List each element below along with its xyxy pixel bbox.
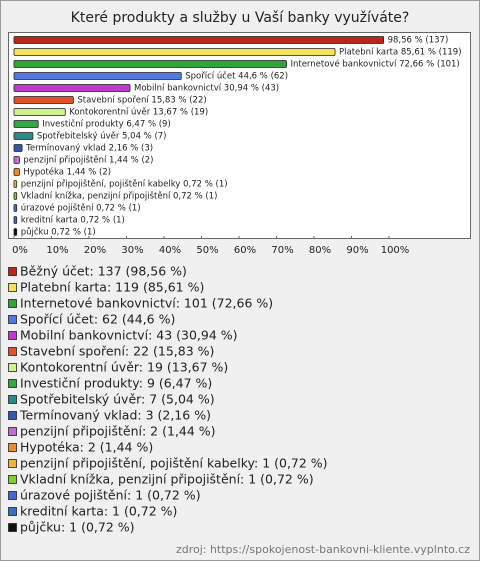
x-tick-label: 30% — [121, 245, 143, 256]
legend-swatch — [8, 427, 17, 436]
bar — [13, 132, 34, 140]
value-label: penzijní připojištění 1,44 % (2) — [23, 155, 153, 166]
x-tick-label: 10% — [46, 245, 68, 256]
value-label: půjčku 0,72 % (1) — [21, 227, 96, 238]
legend-swatch — [8, 379, 17, 388]
legend-swatch — [8, 363, 17, 372]
legend-label: Vkladní knížka, penzijní připojištění: 1… — [20, 472, 314, 487]
value-label: Kontokorentní úvěr 13,67 % (19) — [69, 108, 208, 118]
legend-swatch — [8, 299, 17, 308]
value-label: Termínovaný vklad 2,16 % (3) — [25, 144, 153, 154]
bar — [13, 108, 66, 116]
legend-label: Internetové bankovnictví: 101 (72,66 %) — [20, 296, 273, 311]
bar — [13, 192, 18, 200]
value-label: Mobilní bankovnictví 30,94 % (43) — [134, 84, 279, 94]
legend-swatch — [8, 443, 17, 452]
bar — [13, 156, 20, 164]
legend-swatch — [8, 491, 17, 500]
bar — [13, 144, 23, 152]
x-tick-label: 90% — [346, 245, 368, 256]
legend-swatch — [8, 411, 17, 420]
value-label: úrazové pojištění 0,72 % (1) — [21, 203, 141, 214]
legend-swatch — [8, 347, 17, 356]
x-tick-label: 80% — [309, 245, 331, 256]
value-label: 98,56 % (137) — [388, 36, 449, 46]
x-tick-label: 0% — [12, 245, 28, 256]
legend-swatch — [8, 507, 17, 516]
legend-label: Stavební spoření: 22 (15,83 %) — [20, 344, 214, 359]
legend-label: Kontokorentní úvěr: 19 (13,67 %) — [20, 360, 228, 375]
legend-label: Spotřebitelský úvěr: 7 (5,04 %) — [20, 392, 215, 407]
bar — [13, 36, 385, 44]
bar — [13, 60, 287, 68]
legend-label: Běžný účet: 137 (98,56 %) — [20, 264, 187, 279]
source: zdroj: https://spokojenost-bankovni-klie… — [176, 543, 470, 556]
x-tick-label: 60% — [234, 245, 256, 256]
value-label: Internetové bankovnictví 72,66 % (101) — [290, 59, 459, 70]
legend-label: Spořící účet: 62 (44,6 %) — [20, 312, 175, 327]
bar — [13, 120, 39, 128]
x-tick-label: 20% — [84, 245, 106, 256]
value-label: kreditní karta 0,72 % (1) — [21, 216, 125, 226]
legend-label: Investiční produkty: 9 (6,47 %) — [20, 376, 212, 391]
legend-swatch — [8, 315, 17, 324]
bar — [13, 48, 336, 56]
bar — [13, 228, 18, 236]
bar — [13, 180, 18, 188]
legend-swatch — [8, 267, 17, 276]
legend-label: Hypotéka: 2 (1,44 %) — [20, 440, 153, 455]
x-tick-label: 100% — [381, 245, 410, 256]
legend-label: úrazové pojištění: 1 (0,72 %) — [20, 488, 201, 503]
legend-swatch — [8, 331, 17, 340]
chart-title: Které produkty a služby u Vaší banky vyu… — [71, 10, 410, 26]
legend-label: Termínovaný vklad: 3 (2,16 %) — [19, 408, 211, 423]
legend-swatch — [8, 459, 17, 468]
bar — [13, 72, 182, 80]
x-tick-label: 50% — [196, 245, 218, 256]
legend-label: penzijní připojištění, pojištění kabelky… — [20, 456, 328, 471]
legend-swatch — [8, 523, 17, 532]
legend-label: Platební karta: 119 (85,61 %) — [20, 280, 204, 295]
value-label: Spotřebitelský úvěr 5,04 % (7) — [37, 132, 167, 142]
legend-swatch — [8, 283, 17, 292]
legend-label: Mobilní bankovnictví: 43 (30,94 %) — [20, 328, 238, 343]
value-label: Vkladní knížka, penzijní připojištění 0,… — [21, 191, 218, 202]
legend-swatch — [8, 395, 17, 404]
value-label: penzijní připojištění, pojištění kabelky… — [21, 179, 228, 190]
bar — [13, 96, 74, 104]
legend-label: půjčku: 1 (0,72 %) — [20, 520, 135, 535]
legend-label: kreditní karta: 1 (0,72 %) — [20, 504, 177, 519]
bar — [13, 216, 18, 224]
x-tick-label: 40% — [159, 245, 181, 256]
bar — [13, 168, 20, 176]
legend-swatch — [8, 475, 17, 484]
legend-label: penzijní připojištění: 2 (1,44 %) — [20, 424, 216, 439]
value-label: Investiční produkty 6,47 % (9) — [42, 119, 171, 130]
x-tick-label: 70% — [271, 245, 293, 256]
value-label: Stavební spoření 15,83 % (22) — [77, 96, 206, 106]
bar — [13, 84, 131, 92]
value-label: Platební karta 85,61 % (119) — [339, 48, 462, 58]
bar — [13, 204, 18, 212]
value-label: Spořící účet 44,6 % (62) — [185, 71, 288, 82]
value-label: Hypotéka 1,44 % (2) — [23, 167, 111, 178]
